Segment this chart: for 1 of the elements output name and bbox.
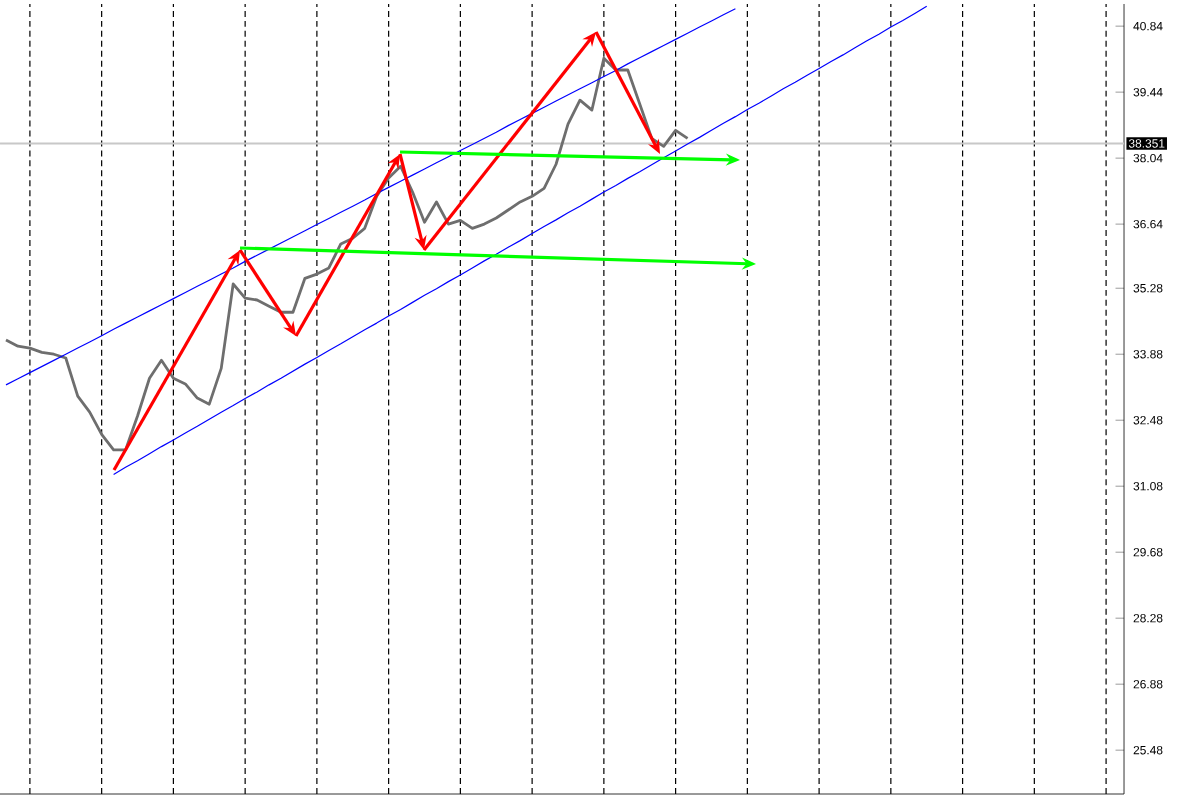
line-series	[4, 56, 689, 452]
